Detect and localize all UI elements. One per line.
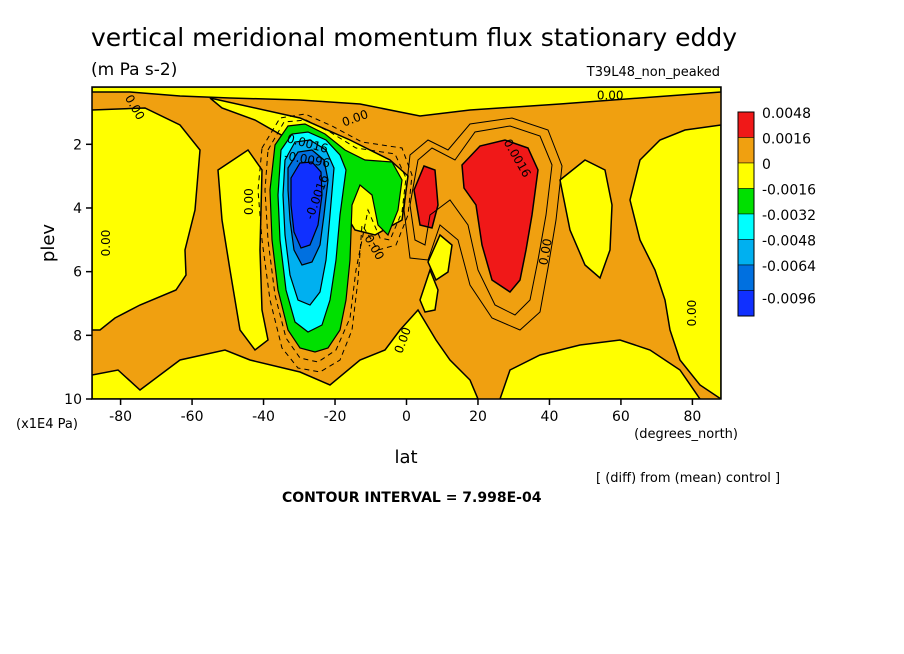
legend-swatch [737,239,755,266]
legend-swatch [737,264,755,291]
y-axis: 2 4 6 8 10 [64,137,92,408]
legend: 0.0048 0.0016 0 -0.0016 -0.0032 -0.0048 -0.006… [737,106,816,317]
positive-max-region [461,139,539,293]
x-axis-label: lat [394,447,417,468]
y-axis-label: plev [38,224,59,263]
x-tick-label: -40 [252,409,275,425]
contour-label: 0.00 [536,237,554,266]
positive-contour-far [403,117,563,331]
x-axis: -80 -60 -40 -20 0 20 40 60 80 [109,399,701,425]
near-zero-top-center [209,97,409,236]
units-label: (m Pa s-2) [91,60,177,80]
y-axis-units: (x1E4 Pa) [16,417,78,432]
y-tick-label: 10 [64,392,82,408]
contour-label: 0.00 [685,300,699,327]
positive-contour-outer [409,125,553,316]
legend-swatch [737,213,755,240]
experiment-label: T39L48_non_peaked [586,65,720,80]
near-zero-small-pocket [419,267,439,313]
y-tick-label: 4 [73,201,82,217]
x-axis-units: (degrees_north) [634,427,738,442]
x-tick-label: 60 [612,409,630,425]
x-tick-label: -80 [109,409,132,425]
plot-area: 0.000.000.000.000.000.000.000.000.000.00… [91,86,722,400]
legend-label: -0.0016 [762,183,816,199]
legend-swatch [737,111,755,138]
x-tick-label: 0 [402,409,411,425]
contour-interval: CONTOUR INTERVAL = 7.998E-04 [282,490,542,506]
x-tick-label: -20 [324,409,347,425]
near-zero-top-band [92,87,721,117]
legend-swatch [737,162,755,189]
legend-swatch [737,188,755,215]
negative-min-core [290,161,323,249]
y-tick-label: 6 [73,265,82,281]
contour-label: 0.00 [99,230,113,257]
legend-frame [737,111,755,317]
legend-label: -0.0096 [762,291,816,307]
x-tick-label: 80 [683,409,701,425]
contour-label: 0.00 [597,89,624,103]
positive-small-region [413,165,439,229]
near-zero-right-column [629,124,721,399]
dashed-contour-outer [257,113,413,373]
y-tick-label: 2 [73,137,82,153]
dashed-contour-inner [264,119,407,363]
near-zero-right-lower [499,339,701,399]
contour-label: 0.00 [242,188,256,215]
near-zero-right-mid-pocket [559,159,613,280]
near-zero-center-pocket [427,233,453,282]
legend-label: -0.0048 [762,234,816,250]
x-tick-label: 20 [469,409,487,425]
legend-label: 0.0048 [762,106,811,122]
x-tick-label: 40 [541,409,559,425]
legend-label: -0.0064 [762,259,816,275]
y-tick-label: 8 [73,328,82,344]
legend-swatch [737,290,755,317]
near-zero-left-column [92,107,201,331]
chart-title: vertical meridional momentum flux statio… [91,23,737,52]
legend-label: 0 [762,157,771,173]
near-zero-bottom-left [92,308,479,399]
legend-swatch [737,137,755,164]
legend-label: -0.0032 [762,208,816,224]
near-zero-left-sliver [217,148,269,352]
x-tick-label: -60 [181,409,204,425]
legend-label: 0.0016 [762,132,811,148]
footnote: [ (diff) from (mean) control ] [596,471,780,486]
